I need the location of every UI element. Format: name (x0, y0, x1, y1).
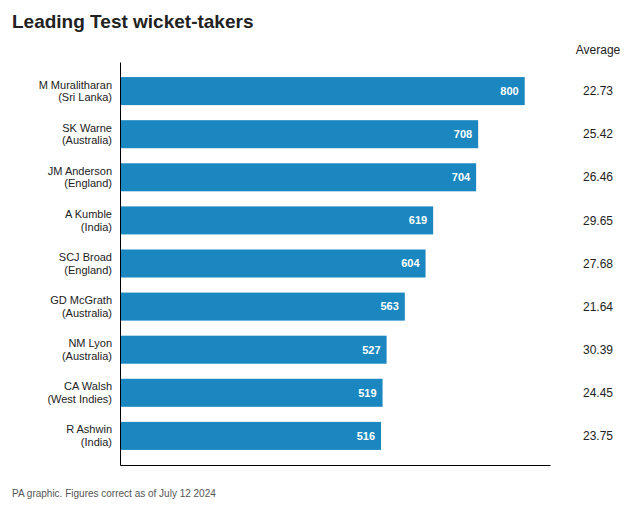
y-tick-label: NM Lyon(Australia) (62, 337, 112, 362)
y-tick: A Kumble(India) (65, 208, 120, 233)
average-header: Average (576, 43, 621, 57)
y-tick-label: GD McGrath(Australia) (50, 294, 112, 319)
footnote: PA graphic. Figures correct as of July 1… (12, 488, 216, 499)
y-tick-label: M Muralitharan(Sri Lanka) (39, 79, 112, 104)
average-value: 22.73 (583, 84, 613, 98)
y-tick: SCJ Broad(England) (59, 251, 120, 276)
average-value: 23.75 (583, 429, 613, 443)
plot: 800 708 704 619 604 563 527 519 516 M Muralithara… (39, 63, 551, 466)
data-label: 527 (362, 344, 380, 356)
data-label: 704 (452, 171, 471, 183)
y-axis: M Muralitharan(Sri Lanka) SK Warne(Austra… (39, 63, 121, 466)
data-labels: 800 708 704 619 604 563 527 519 516 (357, 85, 519, 442)
y-tick-label: CA Walsh(West Indies) (47, 380, 112, 405)
y-axis-line (120, 63, 121, 466)
bars (120, 77, 525, 450)
average-value: 29.65 (583, 214, 613, 228)
y-tick: NM Lyon(Australia) (62, 337, 120, 362)
y-tick-label: JM Anderson(England) (48, 165, 112, 190)
y-tick: GD McGrath(Australia) (50, 294, 120, 319)
average-value: 27.68 (583, 257, 613, 271)
bar (120, 293, 405, 321)
data-label: 604 (401, 257, 420, 269)
data-label: 800 (500, 85, 518, 97)
y-tick: JM Anderson(England) (48, 165, 120, 190)
average-value: 21.64 (583, 300, 613, 314)
bar (120, 77, 525, 105)
y-tick: R Ashwin(India) (66, 423, 120, 448)
data-label: 519 (358, 387, 376, 399)
y-tick-label: SK Warne(Australia) (62, 122, 112, 147)
bar (120, 120, 478, 148)
y-tick-label: SCJ Broad(England) (59, 251, 112, 276)
title: Leading Test wicket-takers (12, 11, 253, 32)
average-value: 24.45 (583, 386, 613, 400)
y-tick: M Muralitharan(Sri Lanka) (39, 79, 120, 104)
bar (120, 422, 381, 450)
data-label: 708 (454, 128, 472, 140)
chart: Leading Test wicket-takers 800 708 704 619 60… (0, 0, 640, 507)
bar (120, 336, 387, 364)
bar (120, 206, 433, 234)
average-value: 25.42 (583, 127, 613, 141)
y-tick-label: R Ashwin(India) (66, 423, 112, 448)
average-value: 30.39 (583, 343, 613, 357)
y-tick-label: A Kumble(India) (65, 208, 112, 233)
bar (120, 163, 476, 191)
x-axis (121, 465, 551, 466)
x-axis-line (121, 465, 551, 466)
data-label: 563 (380, 300, 398, 312)
bar (120, 249, 426, 277)
y-tick: CA Walsh(West Indies) (47, 380, 120, 405)
y-tick: SK Warne(Australia) (62, 122, 120, 147)
data-label: 516 (357, 430, 375, 442)
bar (120, 379, 383, 407)
averages: 22.73 25.42 26.46 29.65 27.68 21.64 30.39 24.45… (583, 84, 613, 443)
average-value: 26.46 (583, 170, 613, 184)
data-label: 619 (409, 214, 427, 226)
